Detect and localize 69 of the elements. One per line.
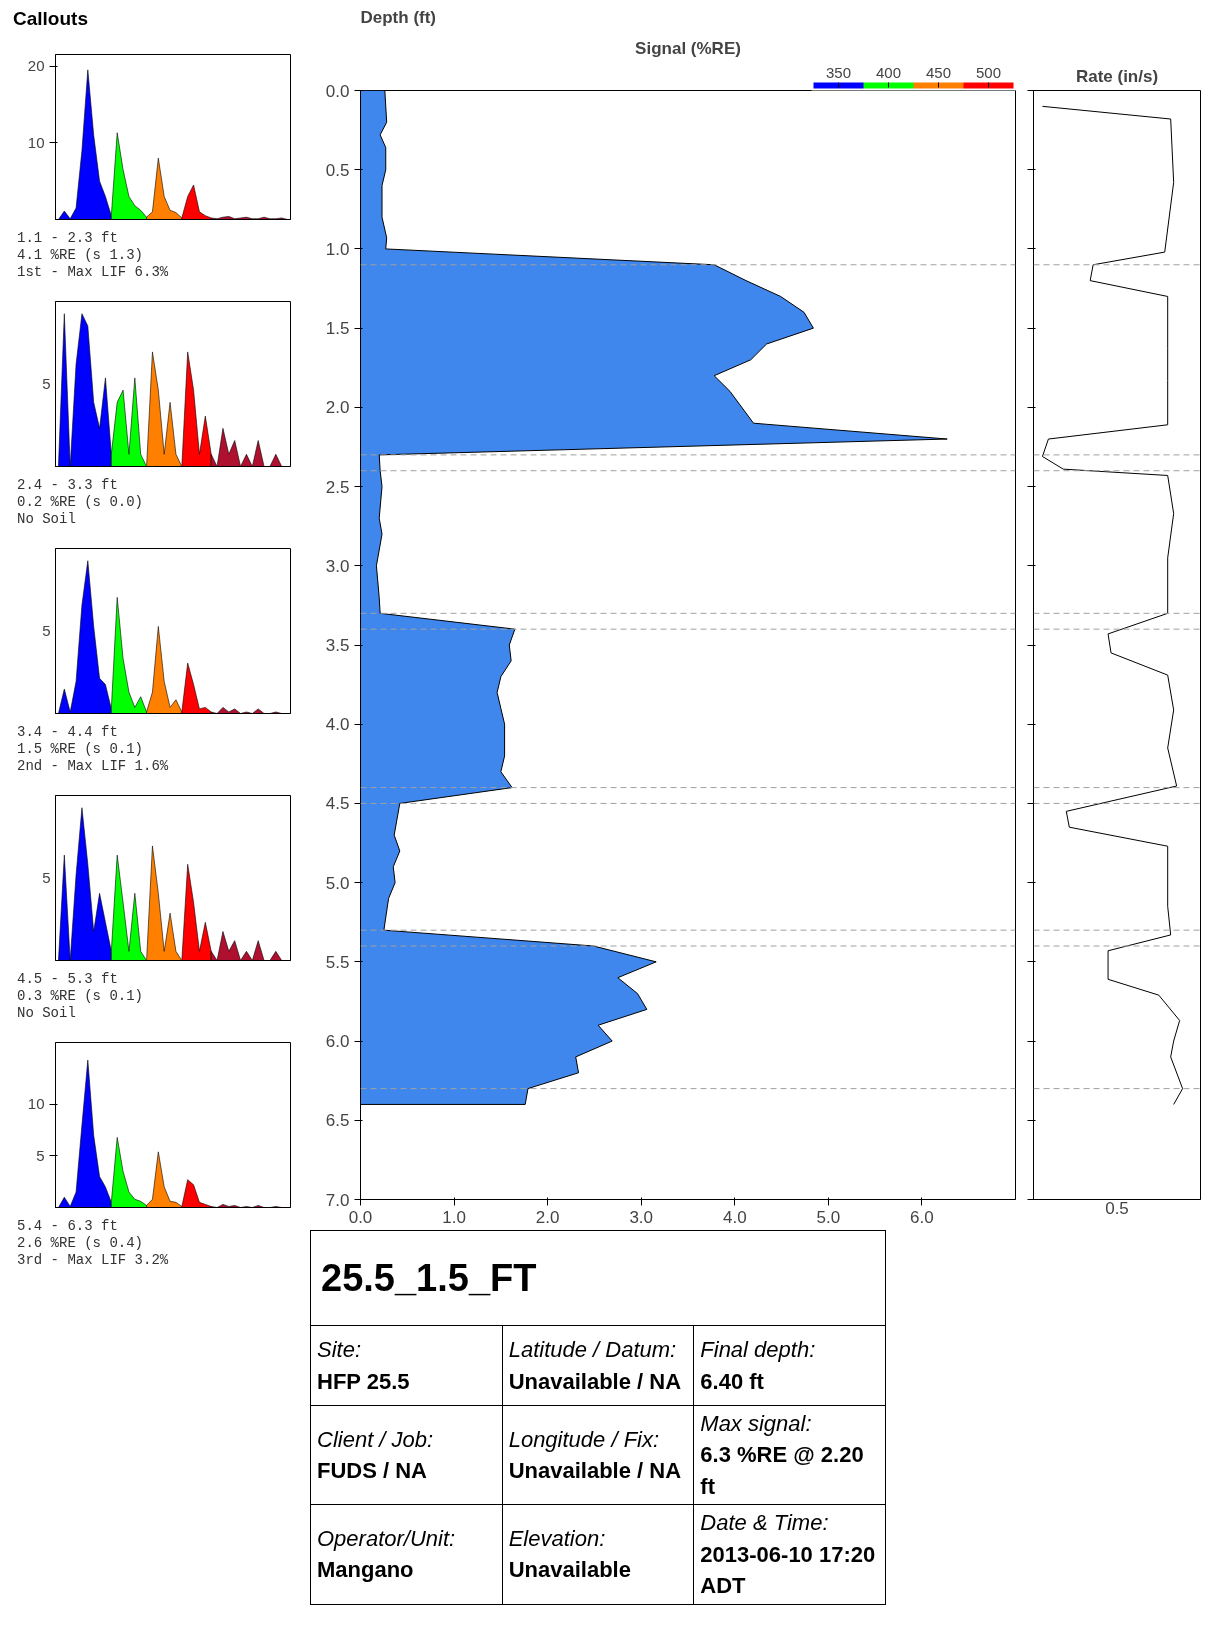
y-tick-label: 10 — [27, 133, 45, 151]
y-tick-label: 5.5 — [325, 952, 350, 972]
x-tick-label: 0.0 — [348, 1207, 373, 1227]
text: 1st - Max LIF 6.3% — [17, 264, 169, 280]
x-tick-label: 6.0 — [910, 1207, 934, 1227]
text: FUDS / NA — [317, 1458, 427, 1484]
y-tick-label: 6.5 — [325, 1111, 350, 1131]
y-tick-label: 4.0 — [325, 715, 350, 735]
text: Operator/Unit: — [317, 1525, 456, 1551]
color-bar-label: 400 — [875, 63, 902, 81]
text: Latitude / Datum: — [508, 1337, 677, 1363]
chart-title: Signal (%RE) — [635, 38, 741, 58]
text: 5.4 - 6.3 ft — [17, 1218, 118, 1234]
text: 2nd - Max LIF 1.6% — [17, 758, 169, 774]
x-tick-label: 3.0 — [629, 1207, 654, 1227]
text: Site: — [317, 1337, 362, 1363]
text: 6.40 ft — [700, 1368, 764, 1394]
chart-title: Callouts — [13, 8, 88, 29]
text: Max signal: — [700, 1411, 812, 1436]
text: 0.3 %RE (s 0.1) — [17, 988, 144, 1004]
y-tick-label: 5 — [36, 1146, 45, 1164]
y-tick-label: 7.0 — [325, 1190, 350, 1210]
text: Longitude / Fix: — [508, 1426, 660, 1452]
color-bar-label: 500 — [975, 63, 1002, 81]
x-tick-label: 4.0 — [722, 1207, 747, 1227]
text: 0.2 %RE (s 0.0) — [17, 494, 144, 510]
color-bar-label: 450 — [925, 63, 952, 81]
text: Elevation: — [508, 1525, 606, 1551]
color-bar-label: 350 — [825, 63, 852, 81]
text: Unavailable / NA — [508, 1368, 682, 1394]
y-tick-label: 3.5 — [325, 636, 350, 655]
text: 1.1 - 2.3 ft — [17, 230, 118, 246]
x-tick-label: 1.0 — [442, 1207, 466, 1227]
y-tick-label: 20 — [27, 57, 45, 75]
y-tick-label: 10 — [27, 1095, 45, 1113]
y-tick-label: 3.0 — [325, 556, 350, 576]
text: 6.3 %RE @ 2.20 ft — [700, 1442, 864, 1499]
y-tick-label: 0.5 — [325, 160, 350, 180]
y-tick-label: 2.0 — [325, 398, 350, 418]
y-tick-label: 0.0 — [325, 81, 350, 101]
text: 4.1 %RE (s 1.3) — [17, 247, 144, 263]
text: Unavailable — [508, 1557, 631, 1583]
text: 1.5 %RE (s 0.1) — [17, 741, 144, 757]
x-tick-label: 2.0 — [535, 1207, 560, 1227]
text: Date & Time: — [700, 1510, 829, 1536]
text: Client / Job: — [317, 1426, 434, 1452]
text: Mangano — [317, 1557, 414, 1583]
x-tick-label: 5.0 — [816, 1207, 841, 1227]
y-tick-label: 4.5 — [325, 794, 350, 814]
text: 2.4 - 3.3 ft — [17, 477, 118, 493]
y-tick-label: 1.0 — [325, 239, 350, 259]
text: No Soil — [17, 511, 76, 527]
annotation: 0.5 — [1105, 1198, 1129, 1218]
y-tick-label: 5.0 — [325, 873, 350, 893]
y-axis-title: Depth (ft) — [360, 7, 437, 27]
y-tick-label: 6.0 — [325, 1032, 350, 1052]
text: Final depth: — [700, 1337, 816, 1363]
text: Unavailable / NA — [508, 1458, 682, 1484]
chart-title: Rate (in/s) — [1075, 66, 1159, 86]
text: 3.4 - 4.4 ft — [17, 724, 118, 740]
y-tick-label: 1.5 — [325, 319, 350, 339]
text: No Soil — [17, 1005, 76, 1021]
text: 2013-06-10 17:20 ADT — [700, 1541, 876, 1599]
text: 25.5_1.5_FT — [310, 1230, 886, 1326]
text: 2.6 %RE (s 0.4) — [17, 1235, 144, 1251]
text: HFP 25.5 — [317, 1368, 410, 1394]
y-tick-label: 2.5 — [325, 477, 350, 497]
text: 4.5 - 5.3 ft — [17, 971, 118, 987]
text: 3rd - Max LIF 3.2% — [17, 1252, 169, 1268]
